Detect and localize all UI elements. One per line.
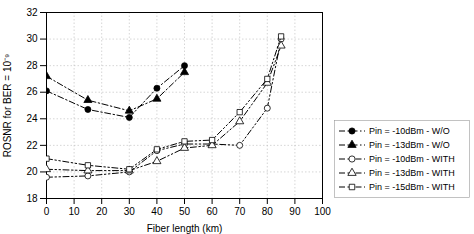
svg-text:Pin = -10dBm - W/O: Pin = -10dBm - W/O xyxy=(369,126,450,136)
svg-text:18: 18 xyxy=(26,193,38,204)
svg-text:30: 30 xyxy=(124,206,136,217)
svg-text:20: 20 xyxy=(96,206,108,217)
svg-text:Pin = -13dBm - W/O: Pin = -13dBm - W/O xyxy=(369,140,450,150)
svg-text:20: 20 xyxy=(26,166,38,177)
svg-text:70: 70 xyxy=(234,206,246,217)
svg-text:10: 10 xyxy=(69,206,81,217)
svg-text:40: 40 xyxy=(151,206,163,217)
svg-text:Pin = -10dBm - WITH: Pin = -10dBm - WITH xyxy=(369,154,455,164)
svg-text:22: 22 xyxy=(26,140,38,151)
svg-text:26: 26 xyxy=(26,86,38,97)
svg-text:24: 24 xyxy=(26,113,38,124)
svg-text:Fiber length (km): Fiber length (km) xyxy=(147,223,223,234)
svg-text:50: 50 xyxy=(179,206,191,217)
svg-text:80: 80 xyxy=(262,206,274,217)
svg-text:Pin = -13dBm - WITH: Pin = -13dBm - WITH xyxy=(369,168,455,178)
svg-text:32: 32 xyxy=(26,7,38,18)
svg-text:ROSNR for BER = 10⁻⁹: ROSNR for BER = 10⁻⁹ xyxy=(2,54,13,158)
svg-text:Pin = -15dBm - WITH: Pin = -15dBm - WITH xyxy=(369,182,455,192)
svg-text:60: 60 xyxy=(207,206,219,217)
svg-text:0: 0 xyxy=(44,206,50,217)
svg-text:100: 100 xyxy=(314,206,331,217)
svg-text:30: 30 xyxy=(26,33,38,44)
svg-text:28: 28 xyxy=(26,60,38,71)
svg-text:90: 90 xyxy=(289,206,301,217)
